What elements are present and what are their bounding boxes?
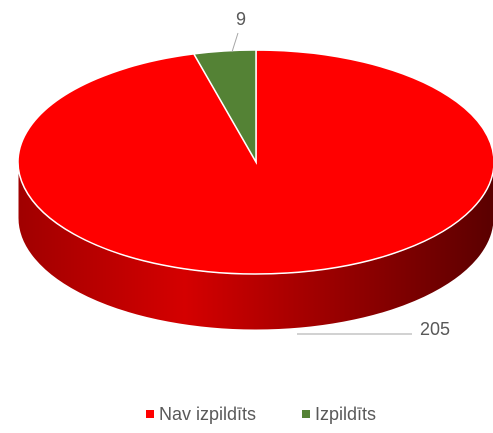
- data-label: 9: [236, 9, 246, 29]
- legend-swatch: [302, 410, 310, 418]
- pie-slice: [192, 49, 257, 165]
- leader-line: [231, 32, 239, 53]
- legend-label: Izpildīts: [315, 404, 376, 424]
- legend: Nav izpildīts Izpildīts: [146, 404, 376, 424]
- legend-label: Nav izpildīts: [159, 404, 256, 424]
- legend-swatch: [146, 410, 154, 418]
- data-label: 205: [420, 319, 450, 339]
